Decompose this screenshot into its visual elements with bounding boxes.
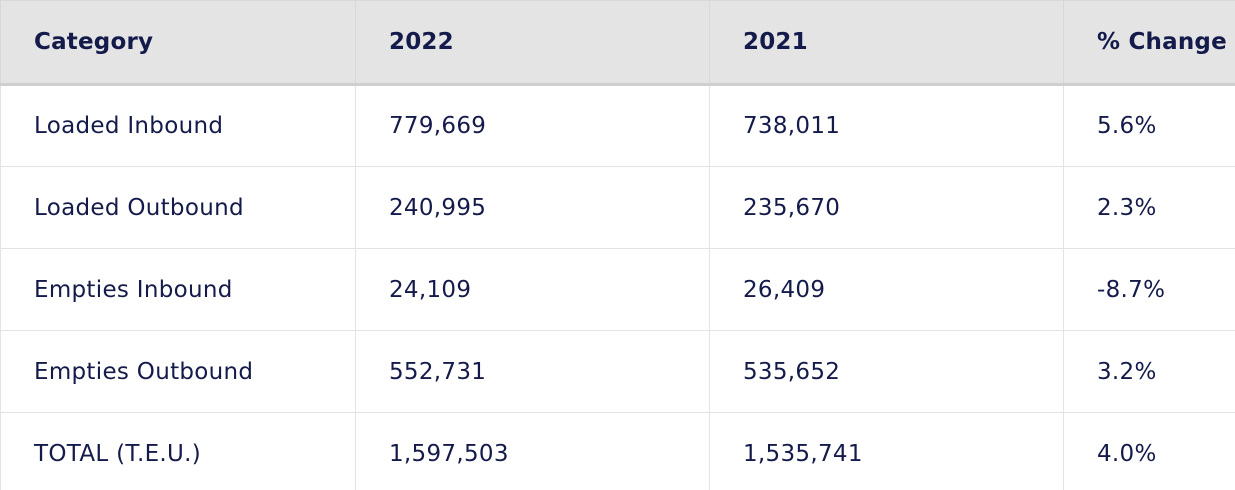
cell-category: TOTAL (T.E.U.): [0, 412, 356, 490]
table-row-total: TOTAL (T.E.U.) 1,597,503 1,535,741 4.0%: [0, 412, 1235, 490]
cell-2022: 240,995: [355, 166, 710, 249]
table-header: Category 2022 2021 % Change: [0, 0, 1235, 86]
table-row-empties-outbound: Empties Outbound 552,731 535,652 3.2%: [0, 330, 1235, 413]
header-category: Category: [0, 0, 356, 86]
cell-category: Loaded Outbound: [0, 166, 356, 249]
cell-2022: 1,597,503: [355, 412, 710, 490]
header-2021: 2021: [709, 0, 1064, 86]
cell-category: Loaded Inbound: [0, 84, 356, 167]
cell-2021: 535,652: [709, 330, 1064, 413]
cell-category: Empties Outbound: [0, 330, 356, 413]
header-row: Category 2022 2021 % Change: [0, 0, 1235, 86]
cell-2022: 779,669: [355, 84, 710, 167]
header-percent-change: % Change: [1063, 0, 1235, 86]
header-2022: 2022: [355, 0, 710, 86]
cell-percent-change: 5.6%: [1063, 84, 1235, 167]
cell-2021: 1,535,741: [709, 412, 1064, 490]
cell-percent-change: 4.0%: [1063, 412, 1235, 490]
cell-2022: 24,109: [355, 248, 710, 331]
cell-percent-change: 3.2%: [1063, 330, 1235, 413]
cell-2022: 552,731: [355, 330, 710, 413]
table-row-loaded-outbound: Loaded Outbound 240,995 235,670 2.3%: [0, 166, 1235, 249]
cell-category: Empties Inbound: [0, 248, 356, 331]
table-body: Loaded Inbound 779,669 738,011 5.6% Load…: [0, 84, 1235, 490]
table-row-empties-inbound: Empties Inbound 24,109 26,409 -8.7%: [0, 248, 1235, 331]
cell-2021: 738,011: [709, 84, 1064, 167]
cell-percent-change: -8.7%: [1063, 248, 1235, 331]
cell-percent-change: 2.3%: [1063, 166, 1235, 249]
cell-2021: 235,670: [709, 166, 1064, 249]
table-row-loaded-inbound: Loaded Inbound 779,669 738,011 5.6%: [0, 84, 1235, 167]
cell-2021: 26,409: [709, 248, 1064, 331]
